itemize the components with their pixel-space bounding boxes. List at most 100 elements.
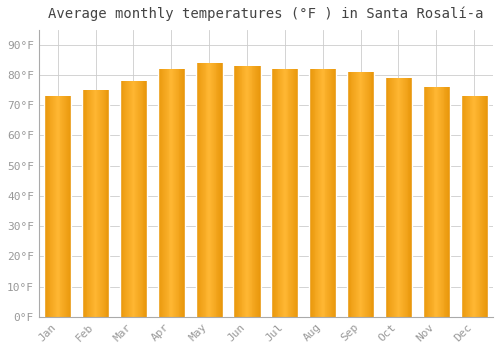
- Bar: [106, 90, 108, 317]
- Bar: [126, 81, 127, 317]
- Bar: [362, 72, 364, 317]
- Bar: [394, 78, 395, 317]
- Bar: [309, 69, 310, 317]
- Bar: [102, 90, 103, 317]
- Bar: [199, 63, 200, 317]
- Bar: [47, 96, 48, 317]
- Bar: [464, 96, 465, 317]
- Bar: [96, 90, 98, 317]
- Bar: [473, 96, 474, 317]
- Bar: [213, 63, 214, 317]
- Bar: [276, 69, 278, 317]
- Bar: [82, 90, 83, 317]
- Bar: [280, 69, 281, 317]
- Bar: [168, 69, 170, 317]
- Bar: [222, 63, 223, 317]
- Bar: [314, 69, 316, 317]
- Bar: [319, 69, 320, 317]
- Bar: [404, 78, 405, 317]
- Bar: [350, 72, 352, 317]
- Bar: [68, 96, 70, 317]
- Bar: [221, 63, 222, 317]
- Bar: [244, 66, 245, 317]
- Bar: [160, 69, 162, 317]
- Bar: [176, 69, 178, 317]
- Bar: [247, 66, 248, 317]
- Title: Average monthly temperatures (°F ) in Santa Rosalí-a: Average monthly temperatures (°F ) in Sa…: [48, 7, 484, 21]
- Bar: [66, 96, 67, 317]
- Bar: [204, 63, 206, 317]
- Bar: [386, 78, 388, 317]
- Bar: [472, 96, 473, 317]
- Bar: [252, 66, 254, 317]
- Bar: [214, 63, 216, 317]
- Bar: [272, 69, 273, 317]
- Bar: [398, 78, 400, 317]
- Bar: [401, 78, 402, 317]
- Bar: [424, 87, 426, 317]
- Bar: [477, 96, 478, 317]
- Bar: [465, 96, 466, 317]
- Bar: [463, 96, 464, 317]
- Bar: [322, 69, 324, 317]
- Bar: [438, 87, 439, 317]
- Bar: [246, 66, 247, 317]
- Bar: [165, 69, 166, 317]
- Bar: [103, 90, 104, 317]
- Bar: [200, 63, 201, 317]
- Bar: [328, 69, 329, 317]
- Bar: [208, 63, 209, 317]
- Bar: [54, 96, 55, 317]
- Bar: [271, 69, 272, 317]
- Bar: [175, 69, 176, 317]
- Bar: [311, 69, 312, 317]
- Bar: [405, 78, 406, 317]
- Bar: [257, 66, 258, 317]
- Bar: [281, 69, 282, 317]
- Bar: [140, 81, 141, 317]
- Bar: [212, 63, 213, 317]
- Bar: [312, 69, 314, 317]
- Bar: [358, 72, 360, 317]
- Bar: [88, 90, 89, 317]
- Bar: [372, 72, 374, 317]
- Bar: [274, 69, 275, 317]
- Bar: [84, 90, 86, 317]
- Bar: [162, 69, 163, 317]
- Bar: [254, 66, 255, 317]
- Bar: [163, 69, 164, 317]
- Bar: [235, 66, 236, 317]
- Bar: [239, 66, 240, 317]
- Bar: [400, 78, 401, 317]
- Bar: [296, 69, 298, 317]
- Bar: [52, 96, 53, 317]
- Bar: [444, 87, 446, 317]
- Bar: [50, 96, 51, 317]
- Bar: [178, 69, 180, 317]
- Bar: [403, 78, 404, 317]
- Bar: [442, 87, 444, 317]
- Bar: [326, 69, 328, 317]
- Bar: [273, 69, 274, 317]
- Bar: [237, 66, 238, 317]
- Bar: [275, 69, 276, 317]
- Bar: [357, 72, 358, 317]
- Bar: [430, 87, 431, 317]
- Bar: [183, 69, 184, 317]
- Bar: [332, 69, 334, 317]
- Bar: [356, 72, 357, 317]
- Bar: [318, 69, 319, 317]
- Bar: [474, 96, 475, 317]
- Bar: [180, 69, 182, 317]
- Bar: [449, 87, 450, 317]
- Bar: [282, 69, 283, 317]
- Bar: [201, 63, 202, 317]
- Bar: [70, 96, 72, 317]
- Bar: [365, 72, 366, 317]
- Bar: [94, 90, 96, 317]
- Bar: [429, 87, 430, 317]
- Bar: [283, 69, 284, 317]
- Bar: [182, 69, 183, 317]
- Bar: [482, 96, 483, 317]
- Bar: [250, 66, 252, 317]
